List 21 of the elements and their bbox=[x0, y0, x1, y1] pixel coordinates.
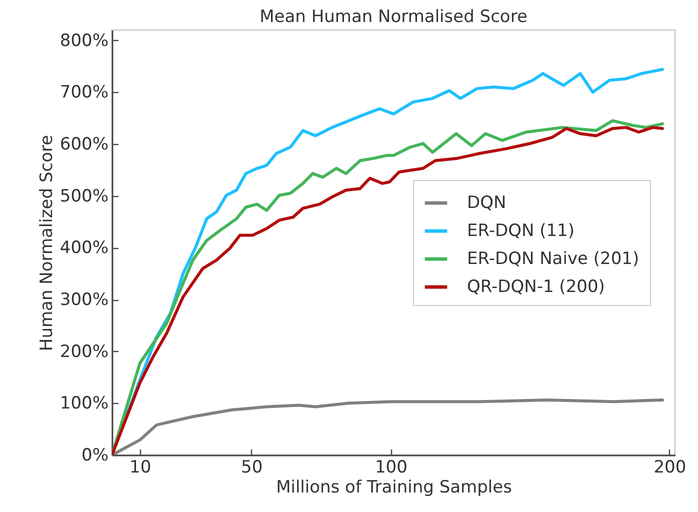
x-tick-label: 200 bbox=[654, 458, 686, 478]
y-tick-label: 700% bbox=[60, 82, 108, 103]
legend-label: DQN bbox=[467, 193, 506, 213]
y-tick-label: 800% bbox=[60, 30, 108, 51]
y-axis-title: Human Normalized Score bbox=[36, 134, 57, 352]
x-tick-label: 10 bbox=[130, 458, 152, 478]
legend-label: ER-DQN (11) bbox=[467, 221, 574, 241]
legend-label: QR-DQN-1 (200) bbox=[467, 277, 605, 297]
y-tick-label: 300% bbox=[60, 290, 108, 310]
legend-label: ER-DQN Naive (201) bbox=[467, 249, 640, 269]
y-tick-label: 100% bbox=[60, 394, 108, 414]
y-tick-label: 0% bbox=[82, 446, 108, 466]
line-series bbox=[112, 398, 664, 455]
x-axis-title: Millions of Training Samples bbox=[276, 478, 512, 498]
y-tick-label: 500% bbox=[60, 186, 108, 206]
chart-title: Mean Human Normalised Score bbox=[260, 7, 528, 27]
x-tick-label: 50 bbox=[241, 458, 263, 478]
x-tick-label: 100 bbox=[374, 458, 408, 478]
y-tick-label: 200% bbox=[60, 342, 108, 362]
y-tick-label: 400% bbox=[60, 238, 108, 258]
y-tick-label: 600% bbox=[60, 134, 108, 155]
